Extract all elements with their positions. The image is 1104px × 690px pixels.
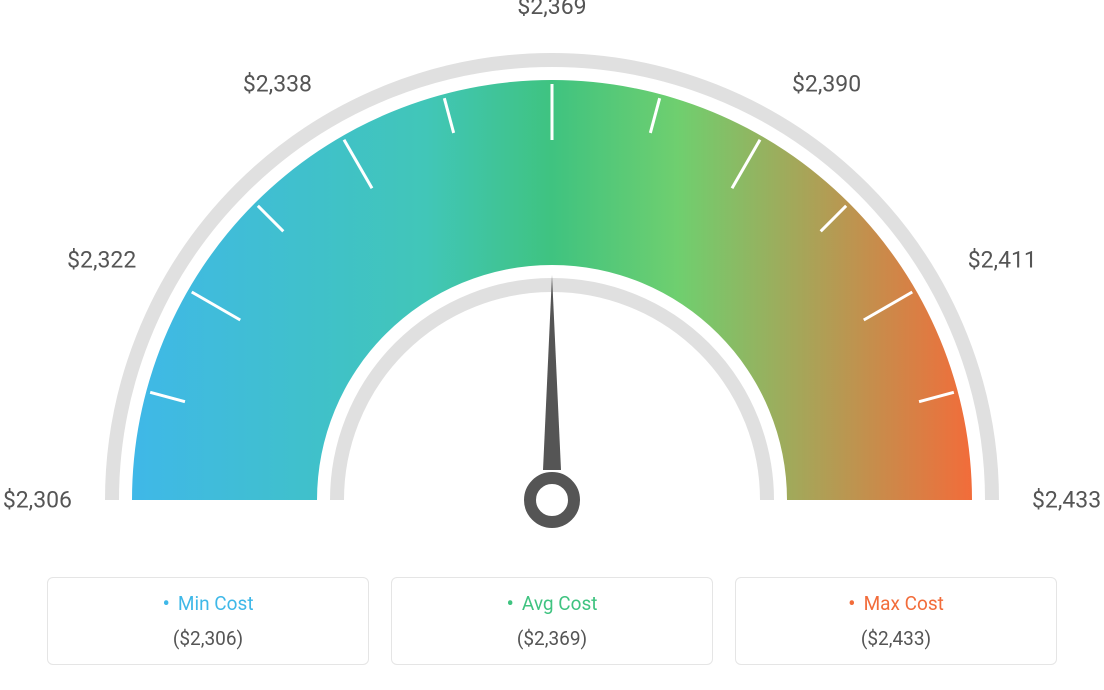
cost-gauge-widget: $2,306 $2,322 $2,338 $2,369 $2,390 $2,411 $2,4…: [0, 0, 1104, 690]
gauge-tick-label: $2,411: [968, 247, 1037, 274]
legend-card-min: Min Cost ($2,306): [47, 577, 369, 665]
legend-card-max: Max Cost ($2,433): [735, 577, 1057, 665]
legend-min-value: ($2,306): [48, 627, 368, 650]
legend-card-avg: Avg Cost ($2,369): [391, 577, 713, 665]
gauge-tick-label: $2,369: [517, 0, 586, 20]
gauge-tick-label: $2,306: [3, 487, 72, 514]
gauge-chart: $2,306 $2,322 $2,338 $2,369 $2,390 $2,411 $2,4…: [0, 0, 1104, 560]
legend-row: Min Cost ($2,306) Avg Cost ($2,369) Max …: [0, 577, 1104, 665]
gauge-tick-label: $2,338: [243, 71, 312, 98]
legend-avg-value: ($2,369): [392, 627, 712, 650]
legend-max-label: Max Cost: [736, 592, 1056, 617]
legend-min-label: Min Cost: [48, 592, 368, 617]
legend-max-value: ($2,433): [736, 627, 1056, 650]
gauge-needle: [530, 275, 574, 522]
legend-avg-label: Avg Cost: [392, 592, 712, 617]
gauge-tick-label: $2,433: [1032, 487, 1101, 514]
gauge-tick-label: $2,322: [67, 247, 136, 274]
gauge-tick-label: $2,390: [792, 71, 861, 98]
gauge-svg: [0, 0, 1104, 560]
